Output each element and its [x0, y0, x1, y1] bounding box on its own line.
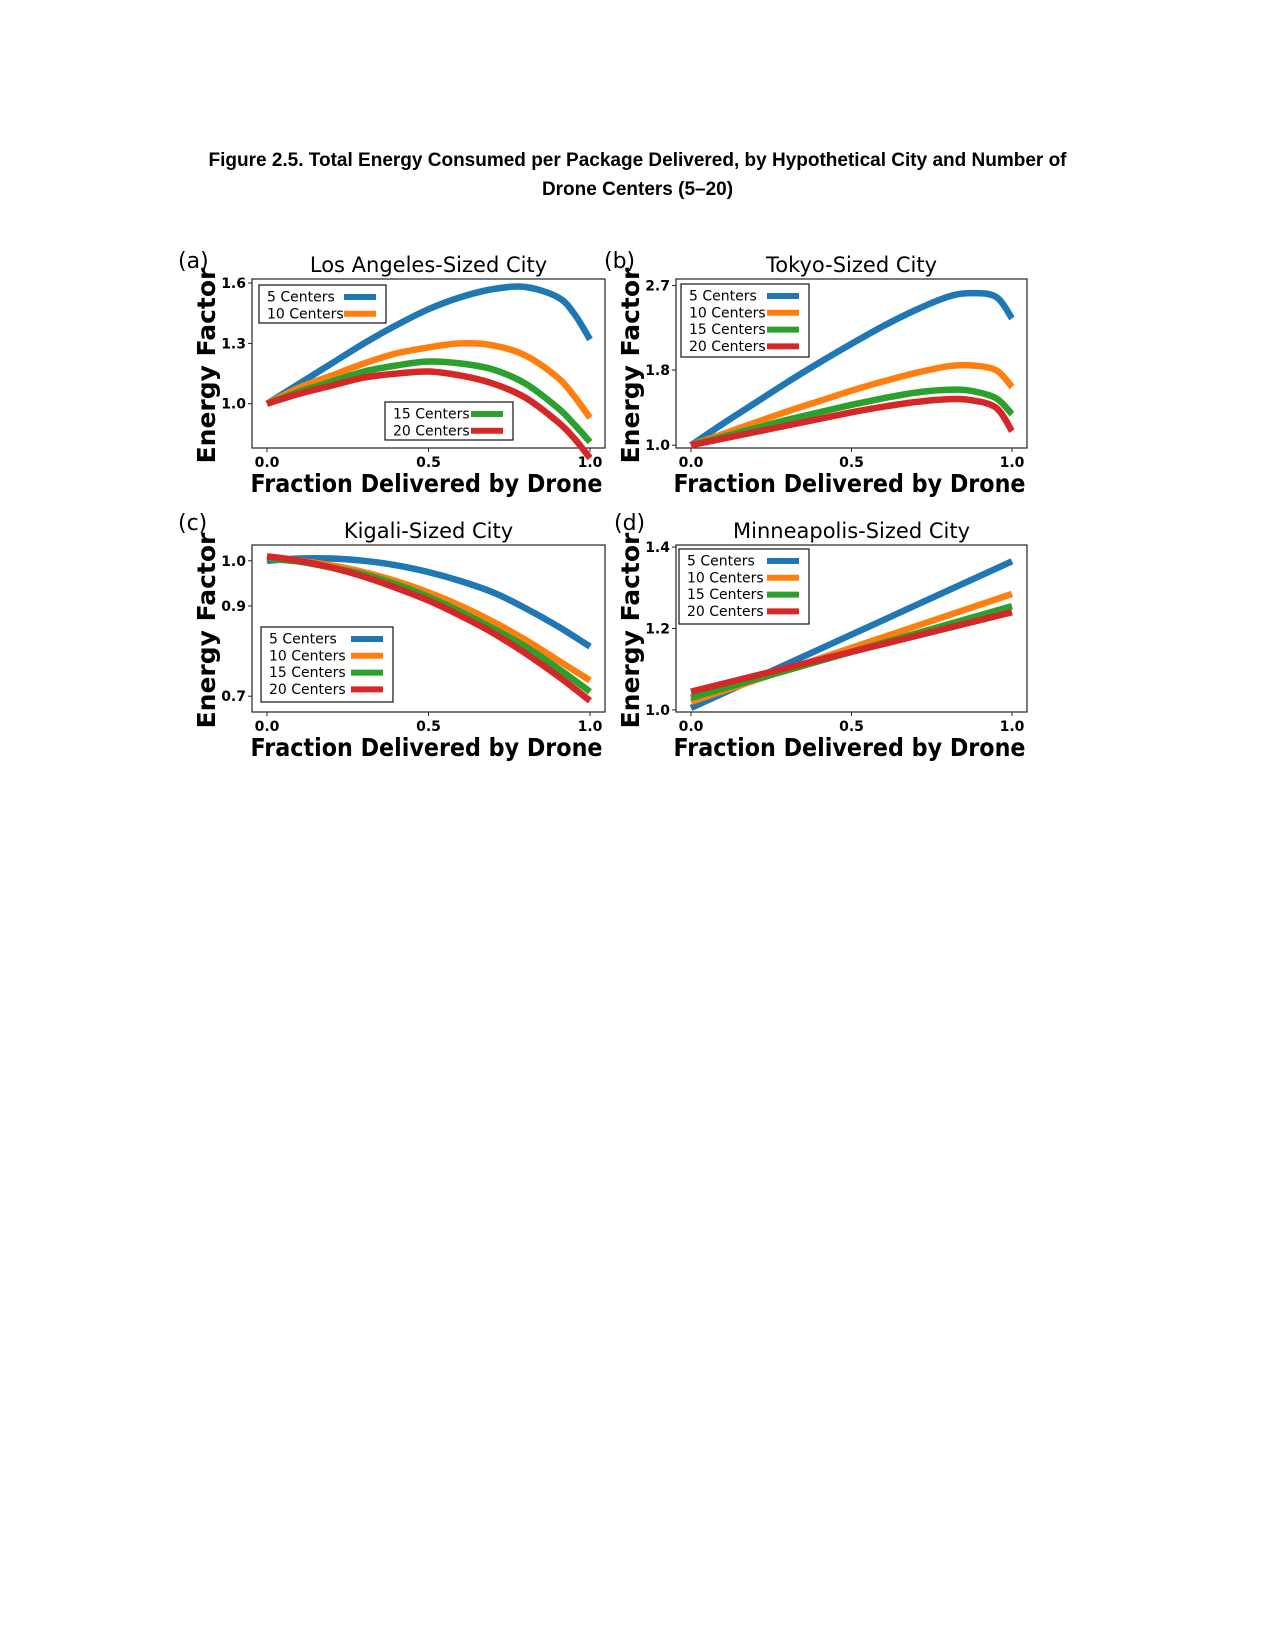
legend-label-10-centers: 10 Centers — [687, 570, 764, 586]
x-axis-label: Fraction Delivered by Drone — [251, 733, 603, 762]
figure-title: Figure 2.5. Total Energy Consumed per Pa… — [130, 146, 1145, 204]
legend-label-15-centers: 15 Centers — [393, 407, 470, 423]
figure-title-line-1: Figure 2.5. Total Energy Consumed per Pa… — [208, 150, 1067, 171]
y-axis-label: Energy Factor — [616, 532, 645, 728]
x-tick-label: 0.0 — [679, 455, 704, 471]
series-line-15-centers — [690, 386, 1015, 449]
y-tick-label: 1.0 — [221, 397, 246, 413]
y-tick-label: 1.0 — [645, 438, 670, 454]
chart-title: Minneapolis-Sized City — [733, 519, 970, 543]
y-tick-label: 1.4 — [645, 540, 670, 556]
legend-label-5-centers: 5 Centers — [269, 632, 337, 648]
legend-label-15-centers: 15 Centers — [689, 322, 766, 338]
y-tick-label: 1.2 — [645, 622, 670, 638]
chart-title: Los Angeles-Sized City — [310, 253, 547, 277]
figure-title-line-2: Drone Centers (5–20) — [541, 179, 734, 200]
panel-label: (a) — [178, 249, 209, 274]
legend-label-20-centers: 20 Centers — [687, 604, 764, 620]
chart-panel-2: (b) Tokyo-Sized City 0.0 0.5 1.0 1.0 1.8 2.7 Fra… — [604, 249, 1028, 498]
x-tick-label: 0.5 — [416, 455, 441, 471]
legend-label-15-centers: 15 Centers — [269, 665, 346, 681]
x-tick-label: 1.0 — [578, 455, 603, 471]
y-tick-label: 0.9 — [221, 599, 246, 615]
chart-title: Tokyo-Sized City — [765, 253, 937, 277]
legend-label-5-centers: 5 Centers — [267, 290, 335, 306]
series-line-15-centers — [265, 358, 593, 445]
chart-panel-1: (a) Los Angeles-Sized City 0.0 0.5 1.0 1.0 1.3… — [178, 249, 606, 498]
x-tick-label: 0.5 — [839, 455, 864, 471]
legend-label-10-centers: 10 Centers — [689, 305, 766, 321]
series-line-5-centers — [266, 555, 592, 650]
y-tick-label: 0.7 — [221, 689, 246, 705]
x-tick-label: 1.0 — [1000, 455, 1025, 471]
y-tick-label: 2.7 — [645, 279, 670, 295]
legend-label-20-centers: 20 Centers — [393, 423, 470, 439]
panel-label: (c) — [178, 511, 207, 536]
series-line-5-centers — [265, 283, 593, 407]
x-tick-label: 1.0 — [578, 719, 603, 735]
legend-label-15-centers: 15 Centers — [687, 587, 764, 603]
legend-label-5-centers: 5 Centers — [689, 289, 757, 305]
chart-title: Kigali-Sized City — [344, 519, 513, 543]
legend-label-5-centers: 5 Centers — [687, 554, 755, 570]
x-axis-label: Fraction Delivered by Drone — [251, 469, 603, 498]
series-line-20-centers — [690, 395, 1015, 449]
series-line-20-centers — [266, 553, 592, 704]
y-axis-label: Energy Factor — [192, 267, 221, 463]
x-tick-label: 1.0 — [1000, 719, 1025, 735]
y-tick-label: 1.0 — [221, 554, 246, 570]
panel-label: (d) — [614, 511, 645, 536]
y-axis-label: Energy Factor — [192, 532, 221, 728]
legend-label-10-centers: 10 Centers — [267, 306, 344, 322]
x-tick-label: 0.0 — [255, 719, 280, 735]
y-tick-label: 1.6 — [221, 276, 246, 292]
series-line-20-centers — [690, 609, 1013, 695]
x-tick-label: 0.0 — [255, 455, 280, 471]
y-tick-label: 1.0 — [645, 703, 670, 719]
x-tick-label: 0.0 — [679, 719, 704, 735]
y-axis-label: Energy Factor — [616, 267, 645, 463]
x-axis-label: Fraction Delivered by Drone — [674, 733, 1026, 762]
x-axis-label: Fraction Delivered by Drone — [674, 469, 1026, 498]
series-line-10-centers — [265, 340, 593, 420]
series-line-20-centers — [266, 368, 593, 461]
legend-label-10-centers: 10 Centers — [269, 648, 346, 664]
series-line-10-centers — [689, 361, 1015, 449]
x-tick-label: 0.5 — [839, 719, 864, 735]
y-tick-label: 1.8 — [645, 363, 670, 379]
legend-label-20-centers: 20 Centers — [269, 682, 346, 698]
series-line-5-centers — [689, 289, 1015, 448]
panel-label: (b) — [604, 249, 635, 274]
chart-panel-4: (d) Minneapolis-Sized City 0.0 0.5 1.0 1.0 1.2… — [614, 511, 1028, 762]
x-tick-label: 0.5 — [416, 719, 441, 735]
y-tick-label: 1.3 — [221, 336, 246, 352]
legend-label-20-centers: 20 Centers — [689, 339, 766, 355]
